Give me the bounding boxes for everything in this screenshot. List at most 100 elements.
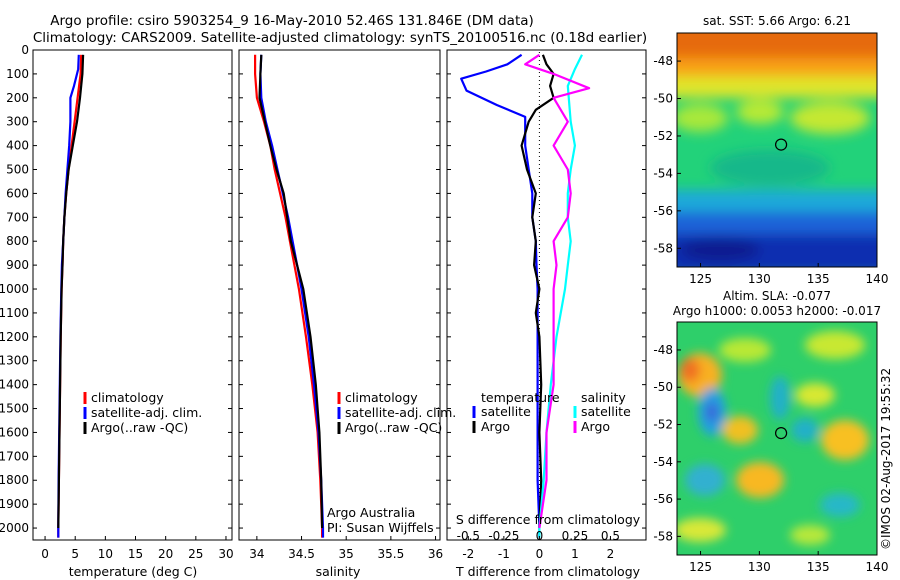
- sst-cyan-band: [677, 190, 877, 216]
- difference-temperature-axis-label: T difference from climatology: [455, 564, 641, 579]
- sla-patch: [722, 416, 758, 444]
- map-y-tick-label: -48: [653, 54, 673, 68]
- sst-orange-band: [677, 58, 877, 78]
- sla-map-frame: [676, 321, 878, 556]
- y-tick-label: 1100: [0, 306, 29, 320]
- y-tick-label: 1200: [0, 330, 29, 344]
- sst-map-title: sat. SST: 5.66 Argo: 6.21: [703, 14, 851, 28]
- x-top-tick-label: 0: [536, 529, 544, 543]
- legend-temperature-title: temperature: [481, 390, 560, 405]
- sst-yellow-band: [677, 76, 877, 98]
- annotation-institution: Argo Australia: [327, 505, 415, 520]
- series-line: [259, 54, 325, 538]
- series-line: [460, 53, 541, 538]
- map-y-tick-label: -54: [653, 166, 673, 180]
- y-tick-label: 500: [6, 163, 29, 177]
- legend-temperature-satellite-label: satellite: [481, 404, 531, 419]
- y-tick-label: 0: [21, 43, 29, 57]
- map-y-tick-label: -56: [653, 492, 673, 506]
- sla-patch: [736, 462, 784, 498]
- temperature-panel: 0 5 10 15 20 25 300100200300400500600700800900…: [0, 43, 234, 579]
- x-tick-label: 34: [249, 547, 264, 561]
- y-tick-label: 2000: [0, 521, 29, 535]
- legend-satellite-label: satellite-adj. clim.: [91, 405, 202, 420]
- temperature-axes-box: [32, 49, 233, 541]
- x-tick-label: 5: [71, 547, 79, 561]
- temperature-x-axis-label: temperature (deg C): [69, 564, 198, 579]
- legend-climatology-label: climatology: [91, 390, 164, 405]
- y-tick-label: 400: [6, 139, 29, 153]
- legend-argo-label: Argo(..raw -QC): [345, 420, 442, 435]
- salinity-x-axis-label: salinity: [316, 564, 361, 579]
- x-top-tick-label: -0.25: [488, 529, 519, 543]
- y-tick-label: 1700: [0, 449, 29, 463]
- series-line: [258, 54, 324, 529]
- x-tick-label: 0: [41, 547, 49, 561]
- y-tick-label: 1000: [0, 282, 29, 296]
- y-tick-label: 600: [6, 186, 29, 200]
- sla-patch: [821, 420, 869, 460]
- sst-patch: [736, 100, 784, 124]
- x-tick-label: 10: [98, 547, 113, 561]
- x-top-tick-label: -0.5: [457, 529, 480, 543]
- sst-patch: [710, 150, 830, 186]
- x-tick-label: 34.5: [288, 547, 315, 561]
- x-tick-label: -1: [498, 547, 510, 561]
- map-y-tick-label: -58: [653, 529, 673, 543]
- difference-salinity-axis-label: S difference from climatology: [456, 512, 641, 527]
- float-location-marker: [774, 427, 788, 440]
- sla-patch: [805, 331, 865, 359]
- x-tick-label: 30: [218, 547, 233, 561]
- y-tick-label: 1500: [0, 402, 29, 416]
- y-tick-label: 300: [6, 115, 29, 129]
- x-tick-label: -2: [462, 547, 474, 561]
- map-x-tick-label: 140: [866, 560, 889, 574]
- map-y-tick-label: -56: [653, 204, 673, 218]
- series-line: [57, 54, 85, 529]
- map-y-tick-label: -50: [653, 92, 673, 106]
- sla-patch: [680, 358, 700, 382]
- sla-map-title: Altim. SLA: -0.077: [723, 289, 831, 303]
- map-x-tick-label: 125: [689, 272, 712, 286]
- map-y-tick-label: -54: [653, 455, 673, 469]
- y-tick-label: 1300: [0, 354, 29, 368]
- sst-patch: [790, 102, 870, 134]
- sst-patch: [680, 238, 760, 262]
- x-tick-label: 2: [607, 547, 615, 561]
- legend-salinity-satellite-label: satellite: [581, 404, 631, 419]
- annotation-pi: PI: Susan Wijffels: [327, 520, 434, 535]
- sst-heatmap: [677, 33, 877, 267]
- sst-map-panel: sat. SST: 5.66 Argo: 6.21 125 130 135 140 -4…: [653, 14, 889, 286]
- sla-patch: [685, 464, 725, 496]
- x-tick-label: 15: [128, 547, 143, 561]
- legend-climatology-label: climatology: [345, 390, 418, 405]
- figure-title-line2: Climatology: CARS2009. Satellite-adjuste…: [33, 30, 647, 46]
- y-tick-label: 700: [6, 210, 29, 224]
- map-y-tick-label: -50: [653, 380, 673, 394]
- map-y-tick-label: -48: [653, 343, 673, 357]
- map-y-tick-label: -52: [653, 129, 673, 143]
- sla-patch: [790, 525, 830, 545]
- x-tick-label: 1: [571, 547, 579, 561]
- map-x-tick-label: 135: [807, 560, 830, 574]
- sla-map-subtitle: Argo h1000: 0.0053 h2000: -0.017: [673, 304, 881, 318]
- map-x-tick-label: 140: [866, 272, 889, 286]
- y-tick-label: 800: [6, 234, 29, 248]
- y-tick-label: 100: [6, 67, 29, 81]
- legend-satellite-label: satellite-adj. clim.: [345, 405, 456, 420]
- x-tick-label: 0: [536, 547, 544, 561]
- temperature-legend: climatology satellite-adj. clim. Argo(..…: [83, 390, 202, 435]
- map-x-tick-label: 135: [807, 272, 830, 286]
- legend-salinity-argo-label: Argo: [581, 419, 610, 434]
- sla-map-panel: Altim. SLA: -0.077 Argo h1000: 0.0053 h2…: [653, 289, 888, 574]
- sla-patch: [719, 338, 771, 362]
- sla-patch: [677, 518, 726, 542]
- x-tick-label: 25: [188, 547, 203, 561]
- map-x-tick-label: 130: [748, 272, 771, 286]
- x-top-tick-label: 0.25: [562, 529, 589, 543]
- x-tick-label: 35: [339, 547, 354, 561]
- y-tick-label: 200: [6, 91, 29, 105]
- difference-axes-box: [446, 49, 647, 541]
- y-tick-label: 1800: [0, 473, 29, 487]
